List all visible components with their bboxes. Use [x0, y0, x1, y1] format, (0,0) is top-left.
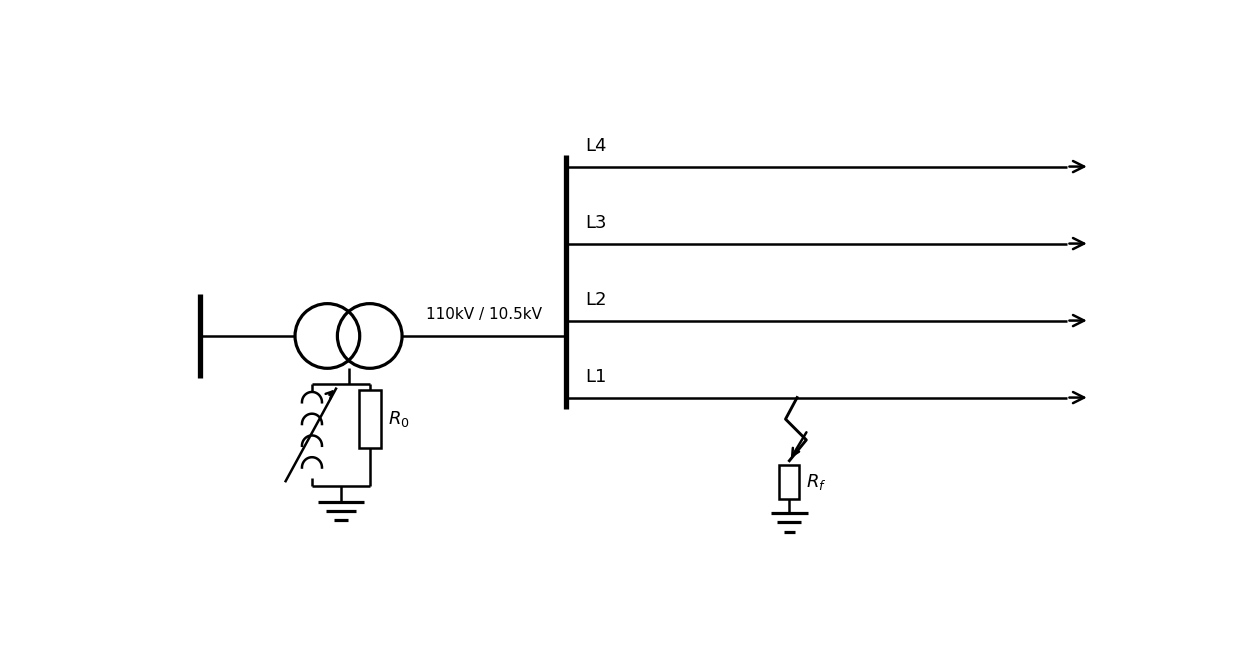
Bar	[779, 465, 799, 499]
Bar	[359, 390, 380, 448]
Text: L1: L1	[585, 368, 607, 386]
Text: L2: L2	[585, 291, 607, 309]
Text: L3: L3	[585, 214, 607, 232]
Text: $R_0$: $R_0$	[388, 409, 410, 429]
Text: $R_f$: $R_f$	[805, 472, 826, 492]
Text: L4: L4	[585, 137, 607, 155]
Text: 110kV / 10.5kV: 110kV / 10.5kV	[426, 307, 543, 322]
